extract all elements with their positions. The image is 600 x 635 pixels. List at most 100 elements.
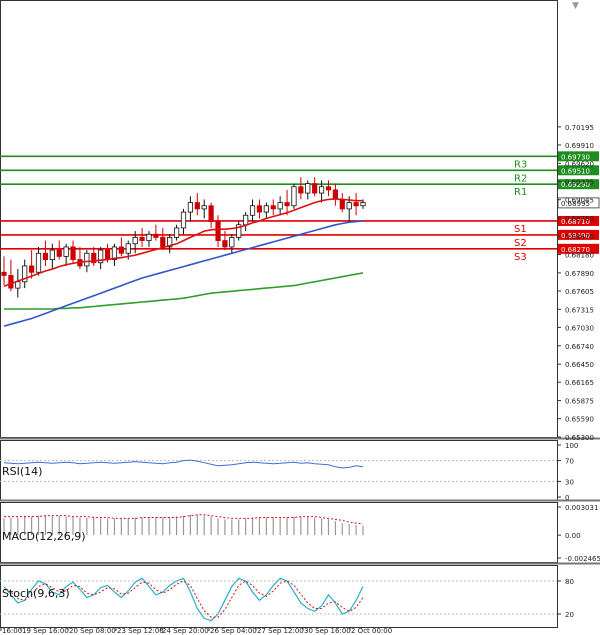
time-tick-label: 24 Sep 20:00 [162,627,209,635]
level-price-label: 0.68270 [561,246,590,254]
ma-slow-line [4,272,364,310]
level-price-tag [558,165,599,176]
level-price-label: 0.69510 [561,167,590,175]
bullish-candle [22,265,28,283]
price-tick-label: 0.69910 [565,142,594,150]
price-tick-label: 0.66740 [565,343,594,351]
stoch-tick-label: 80 [565,578,574,586]
bearish-candle [353,202,359,207]
indicator-panel-border [0,440,558,501]
bullish-candle [187,202,194,213]
rsi-tick-label: 0 [565,494,569,502]
bearish-candle [160,237,166,248]
time-tick-label: 27 Sep 12:00 [257,627,304,635]
bullish-candle [236,224,242,238]
bearish-candle [256,205,263,213]
rsi-panel: 100 70 30 0 [0,442,578,502]
time-tick-label: 26 Sep 04:00 [210,627,257,635]
price-panel-border [0,0,558,438]
price-tick-label: 0.65590 [565,416,594,424]
time-tick-label: 2 Oct 00:00 [351,627,392,635]
bullish-candle [173,227,180,238]
time-tick-label: 20 Sep 08:00 [69,627,116,635]
bearish-candle [208,205,214,222]
bullish-candle [305,183,311,194]
bullish-candle [346,202,352,210]
level-name-s2: S2 [514,238,527,249]
level-name-s3: S3 [514,252,527,263]
level-name-r3: R3 [514,159,527,170]
rsi-tick-label: 30 [565,478,574,486]
bullish-candle [15,281,21,289]
time-axis: 16:00 19 Sep 16:00 20 Sep 08:00 23 Sep 12:0… [0,627,392,635]
rsi-tick-label: 70 [565,458,574,466]
time-tick-label: 16:00 [2,627,22,635]
bearish-candle [91,252,97,264]
price-tick-label: 0.66450 [565,361,594,369]
macd-tick-label: 0.003031 [565,504,598,512]
price-tick-label: 0.67605 [565,288,594,296]
bearish-candle [8,275,14,289]
bullish-candle [49,249,55,260]
price-axis: 0.70195 0.69910 0.69620 0.69335 0.69045 0.687… [557,124,594,442]
candlestick-series [1,177,366,298]
bullish-candle [146,233,152,241]
price-tick-label: 0.66165 [565,379,594,387]
bearish-candle [284,202,290,207]
ma-mid-line [3,220,364,327]
macd-signal-line [4,514,364,525]
level-name-r1: R1 [514,187,527,198]
bullish-candle [125,243,131,254]
macd-tick-label: -0.002465 [565,555,600,563]
level-price-tag [558,179,599,190]
bullish-candle [318,186,325,194]
time-tick-label: 30 Sep 16:00 [304,627,351,635]
time-tick-label: 23 Sep 12:00 [117,627,164,635]
current-price-tag [557,197,600,209]
bullish-candle [243,214,249,226]
indicator-panel-border [0,565,558,628]
bearish-candle [325,186,332,191]
bearish-candle [118,246,124,254]
stoch-k-line [3,577,364,622]
bearish-candle [194,202,200,210]
bullish-candle [263,205,269,213]
bullish-candle [229,237,235,248]
macd-tick-label: 0.00 [565,532,581,540]
bearish-candle [139,237,145,241]
ma-fast-line [3,197,363,287]
time-tick-label: 19 Sep 16:00 [22,627,69,635]
bearish-candle [56,249,62,257]
price-tick-label: 0.69335 [565,178,594,186]
level-price-tag [558,151,599,162]
price-tick-label: 0.67030 [565,324,594,332]
bearish-candle [215,221,221,241]
bearish-candle [42,252,49,260]
level-name-r2: R2 [514,173,527,184]
bullish-candle [84,252,90,267]
bullish-candle [277,202,283,210]
level-price-label: 0.68490 [561,232,590,240]
level-price-label: 0.69730 [561,153,590,161]
stoch-panel: 80 20 [0,577,574,622]
price-tick-label: 0.69045 [565,197,594,205]
rsi-line [3,459,364,469]
bullish-candle [111,246,118,260]
bullish-candle [63,246,69,257]
bearish-candle [29,265,35,273]
price-tick-label: 0.65875 [565,398,594,406]
level-price-label: 0.69290 [561,181,590,189]
level-price-label: 0.68710 [561,218,590,226]
stoch-tick-label: 20 [565,611,574,619]
price-tick-label: 0.67315 [565,306,594,314]
bearish-candle [104,249,111,260]
bullish-candle [360,202,366,207]
bearish-candle [153,233,159,238]
price-tick-label: 0.67890 [565,270,594,278]
price-tick-label: 0.68180 [565,252,594,260]
macd-panel: 0.003031 0.00 -0.002465 [3,504,600,563]
bullish-candle [249,205,256,216]
level-price-tag [558,229,599,240]
